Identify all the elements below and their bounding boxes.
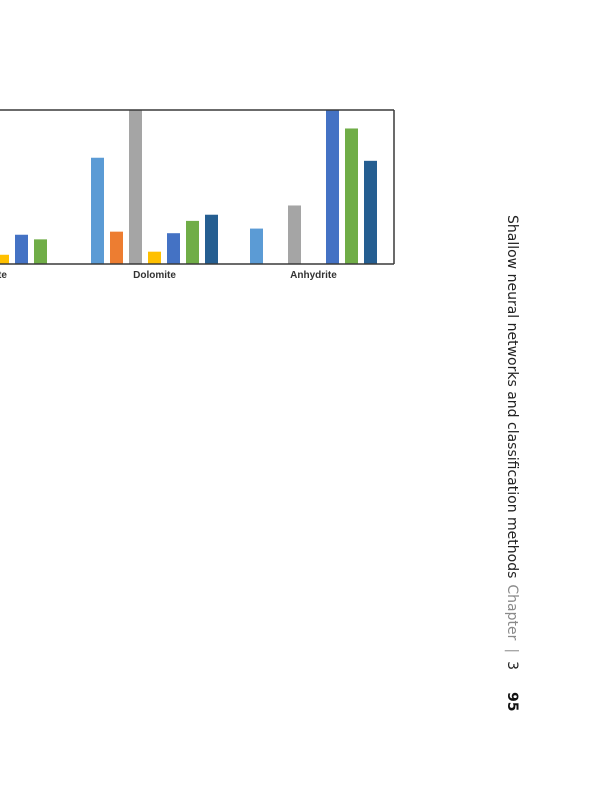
x-tick-label: te — [0, 270, 7, 281]
bar-dolomite-s3 — [129, 110, 142, 264]
bar-dolomite-s7 — [205, 214, 218, 264]
bar-anhydrite-s3 — [288, 205, 301, 264]
bar-dolomite-s5 — [167, 233, 180, 264]
x-tick-label: Anhydrite — [290, 270, 337, 281]
page-number: 95 — [504, 692, 520, 712]
running-head: Shallow neural networks and classificati… — [504, 215, 520, 711]
bar-anhydrite-s6 — [345, 128, 358, 264]
bar-anhydrite-s1 — [250, 228, 263, 264]
x-tick-label: Dolomite — [133, 270, 176, 281]
bars-layer — [0, 110, 377, 264]
bar-dolomite-s1 — [91, 157, 104, 264]
bar-te-s6 — [34, 239, 47, 264]
bar-te-s5 — [15, 234, 28, 264]
chapter-separator: | — [504, 648, 520, 654]
chart-frame — [0, 109, 395, 265]
chapter-number: 3 — [504, 661, 520, 670]
bar-dolomite-s6 — [186, 220, 199, 264]
bar-anhydrite-s7 — [364, 160, 377, 264]
tick-labels-layer: te Dolomite Anhydrite — [0, 270, 337, 281]
bar-te-s4 — [0, 254, 9, 264]
bar-anhydrite-s5 — [326, 110, 339, 264]
bar-dolomite-s2 — [110, 231, 123, 264]
chapter-word: Chapter — [504, 584, 520, 641]
bar-dolomite-s4 — [148, 251, 161, 264]
section-title: Shallow neural networks and classificati… — [504, 215, 520, 579]
